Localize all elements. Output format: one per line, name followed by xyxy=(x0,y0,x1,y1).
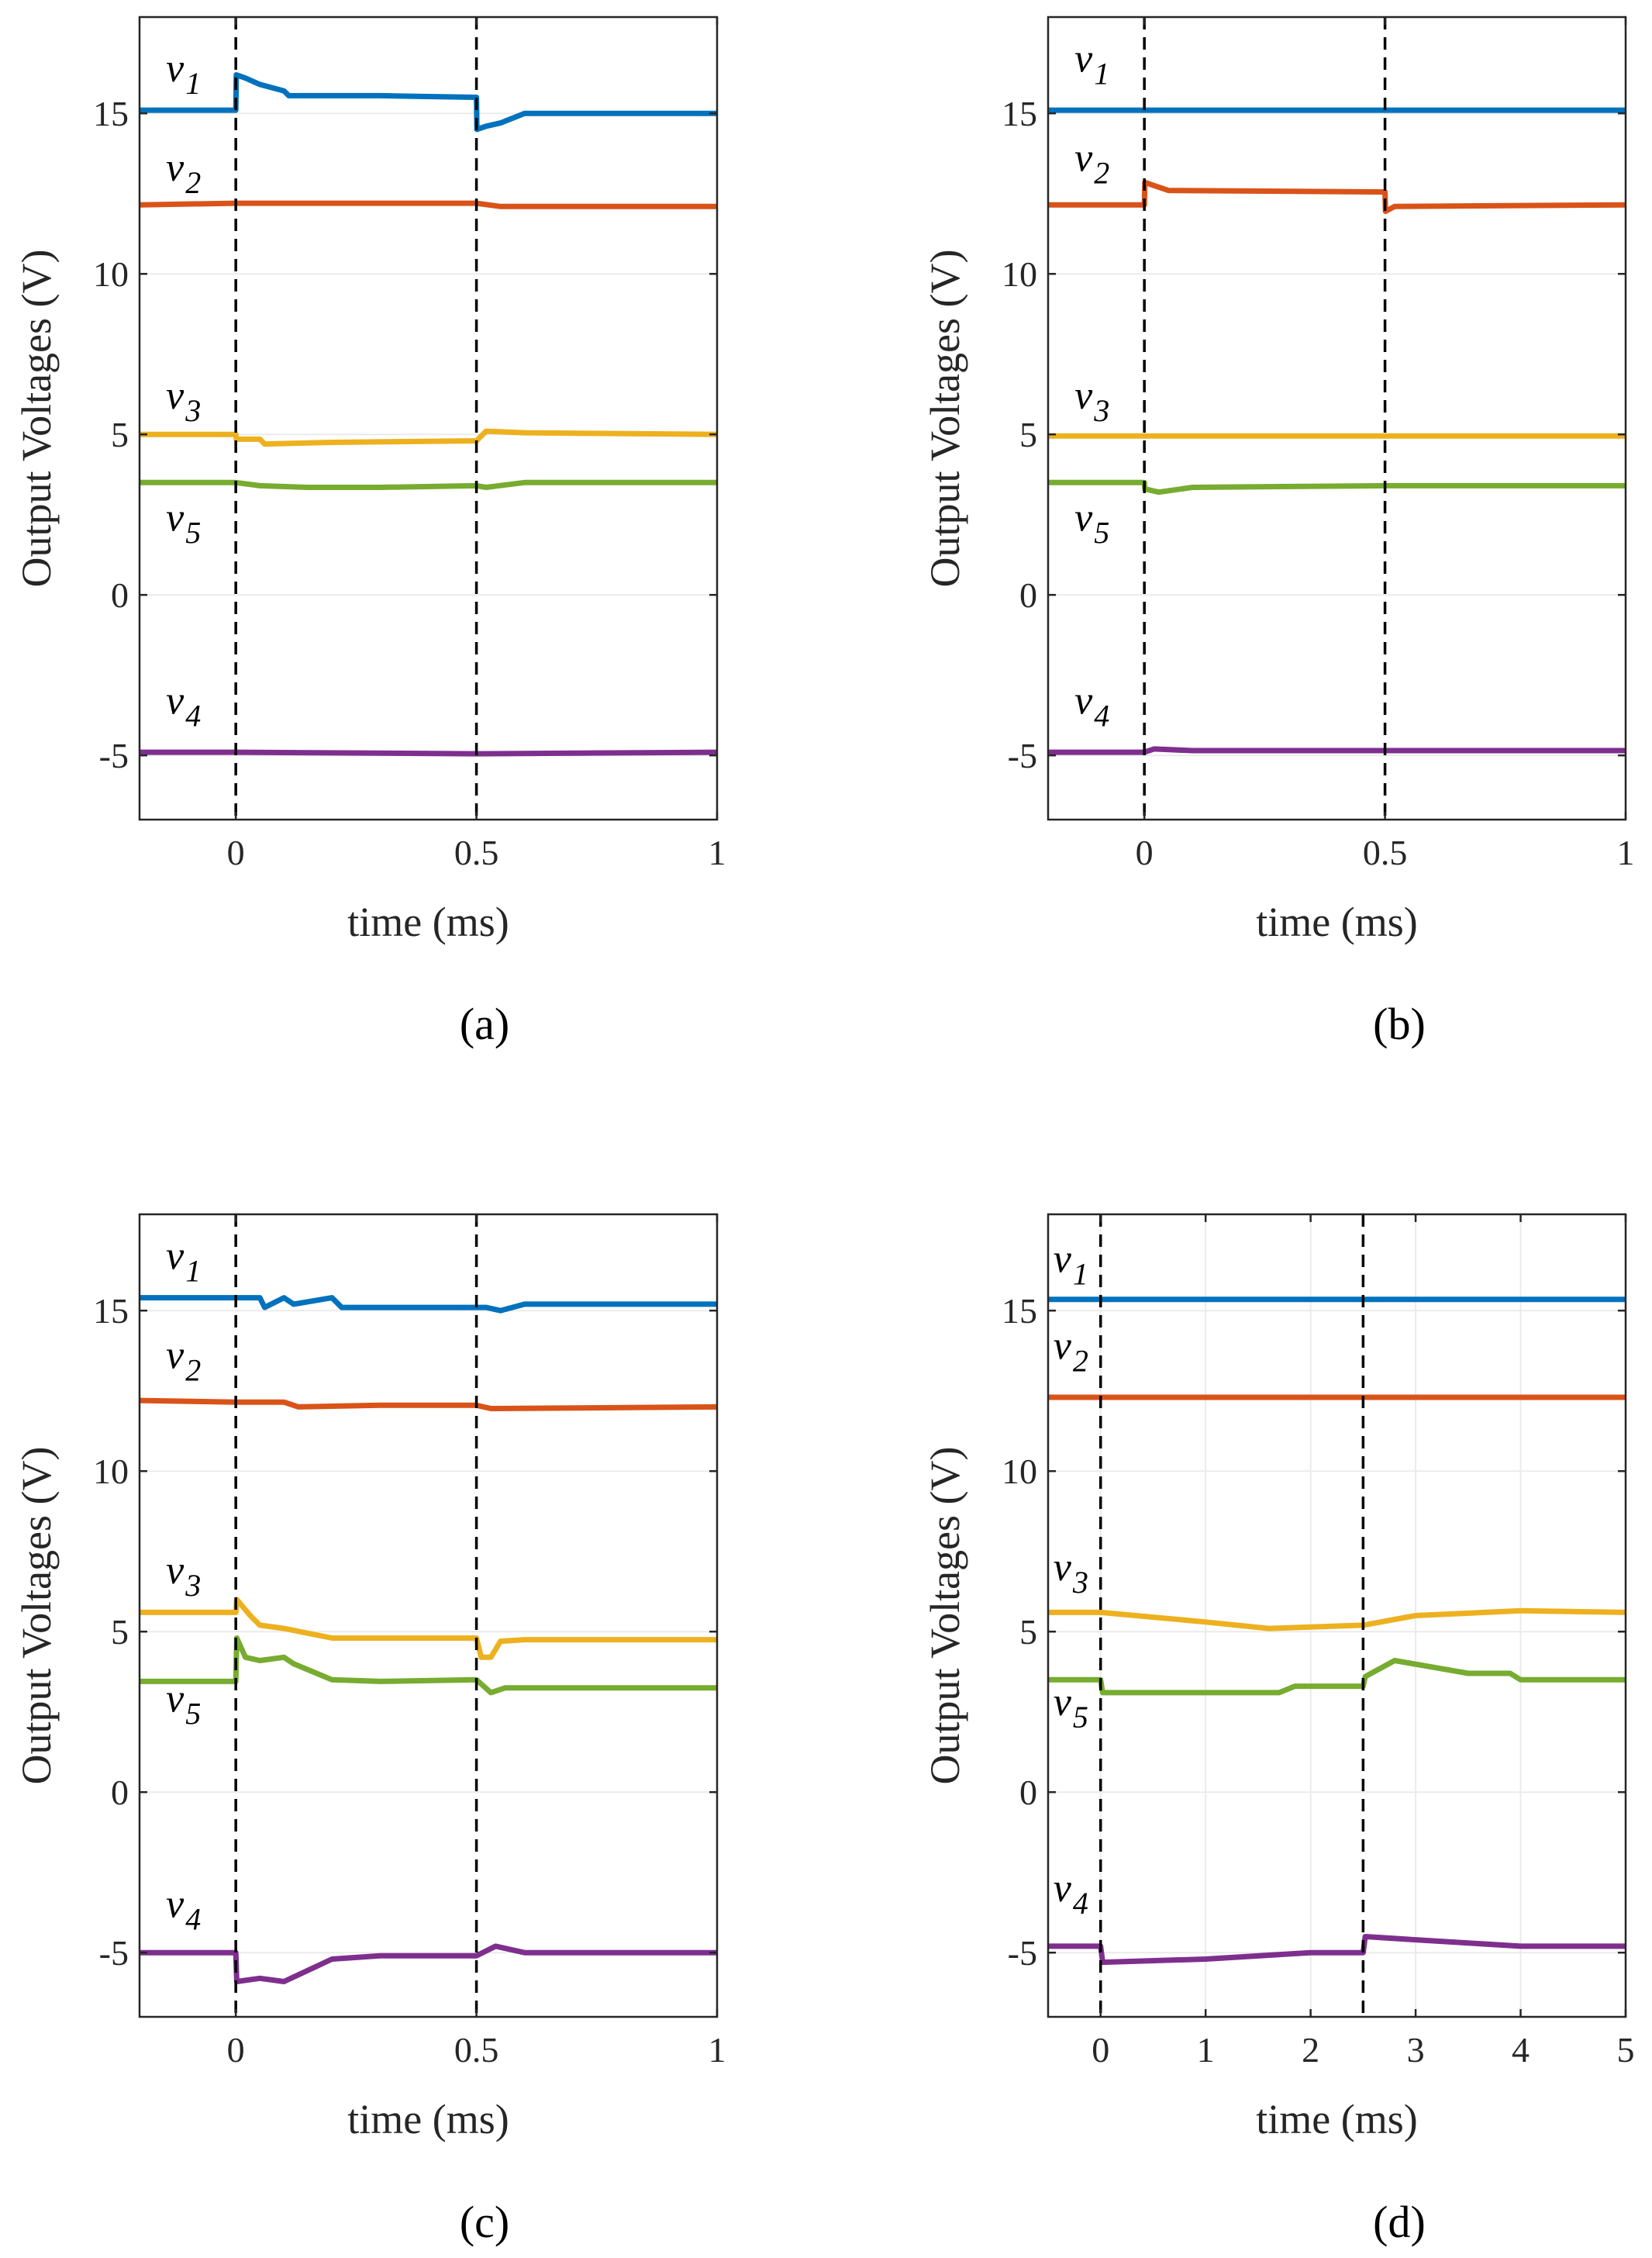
x-tick-label-c-2: 1 xyxy=(709,2030,726,2070)
series-v5-b xyxy=(1048,479,1626,495)
series-v2-a xyxy=(139,200,717,209)
series-annotation-b-0: v1 xyxy=(1074,36,1109,91)
chart-panel-d: -5 0 5 10 15 0 1 2 3 4 5 time (ms) Output Voltages (… xyxy=(922,1213,1635,2247)
x-tick-label-d-4: 4 xyxy=(1512,2030,1530,2070)
series-v4-c xyxy=(140,1943,717,1984)
series-v5-c xyxy=(140,1635,717,1696)
y-tick-label-d-3: 10 xyxy=(1002,1452,1037,1491)
y-tick-label-d-1: 0 xyxy=(1019,1773,1037,1812)
x-tick-label-d-2: 2 xyxy=(1302,2030,1319,2070)
x-tick-label-d-3: 3 xyxy=(1407,2030,1425,2070)
axes-box-c xyxy=(138,1213,719,2018)
x-tick-label-a-1: 0.5 xyxy=(454,833,499,872)
series-annotation-d-2: v3 xyxy=(1054,1545,1088,1600)
y-axis-label-a: Output Voltages (V) xyxy=(13,250,60,588)
panel-caption-c: (c) xyxy=(460,2197,509,2247)
y-tick-label-b-1: 0 xyxy=(1019,575,1037,615)
y-tick-label-c-0: -5 xyxy=(99,1933,129,1973)
series-v2-c xyxy=(139,1397,718,1411)
y-tick-label-c-3: 10 xyxy=(93,1452,129,1491)
y-tick-label-d-2: 5 xyxy=(1019,1612,1037,1652)
series-annotation-d-4: v4 xyxy=(1054,1866,1088,1921)
series-annotation-a-2: v3 xyxy=(166,374,201,428)
series-annotation-a-0: v1 xyxy=(166,47,201,101)
y-tick-label-d-4: 15 xyxy=(1002,1291,1037,1331)
series-annotation-a-4: v4 xyxy=(166,678,201,733)
series-v4-d xyxy=(1048,1934,1626,1966)
series-v5-d xyxy=(1048,1658,1626,1696)
axes-box-a xyxy=(138,16,719,821)
series-annotation-a-1: v2 xyxy=(166,146,201,200)
series-v3-a xyxy=(140,428,718,447)
series-annotation-c-1: v2 xyxy=(166,1334,201,1388)
x-axis-label-b: time (ms) xyxy=(1256,899,1417,945)
axes-box-d xyxy=(1047,1213,1627,2018)
x-tick-label-d-1: 1 xyxy=(1197,2030,1215,2070)
y-axis-label-c: Output Voltages (V) xyxy=(13,1447,60,1785)
x-axis-label-c: time (ms) xyxy=(347,2096,509,2142)
series-v5-a xyxy=(140,479,717,490)
axes-box-b xyxy=(1047,16,1627,821)
y-tick-label-d-0: -5 xyxy=(1008,1933,1037,1973)
x-tick-label-c-1: 0.5 xyxy=(454,2030,499,2070)
x-tick-label-b-1: 0.5 xyxy=(1363,833,1408,872)
x-axis-label-d: time (ms) xyxy=(1256,2096,1417,2142)
series-annotation-b-3: v5 xyxy=(1074,495,1109,550)
series-v4-b xyxy=(1048,746,1626,755)
series-v3-d xyxy=(1048,1607,1626,1631)
x-tick-label-a-2: 1 xyxy=(709,833,726,872)
y-tick-label-a-3: 10 xyxy=(93,254,129,294)
chart-panel-a: -5 0 5 10 15 0 0.5 1 time (ms) Output Voltages (V… xyxy=(13,16,726,1049)
series-v1-a xyxy=(140,72,717,133)
series-v4-a xyxy=(140,749,718,757)
chart-panel-b: -5 0 5 10 15 0 0.5 1 time (ms) Output Voltages (V… xyxy=(922,16,1635,1049)
panel-caption-a: (a) xyxy=(460,999,509,1049)
y-tick-label-c-4: 15 xyxy=(93,1291,129,1331)
series-v2-b xyxy=(1048,179,1626,214)
series-annotation-b-1: v2 xyxy=(1074,136,1109,191)
x-tick-label-d-5: 5 xyxy=(1617,2030,1635,2070)
series-annotation-a-3: v5 xyxy=(166,495,201,550)
y-tick-label-b-4: 15 xyxy=(1002,94,1037,133)
panel-caption-d: (d) xyxy=(1373,2197,1426,2247)
series-annotation-c-4: v4 xyxy=(166,1883,201,1937)
y-tick-label-a-2: 5 xyxy=(111,415,129,454)
series-annotation-c-3: v5 xyxy=(166,1677,201,1731)
y-tick-label-a-4: 15 xyxy=(93,94,129,133)
y-axis-label-b: Output Voltages (V) xyxy=(922,250,968,588)
series-annotation-b-2: v3 xyxy=(1074,374,1109,428)
series-annotation-b-4: v4 xyxy=(1074,678,1109,733)
series-v1-c xyxy=(140,1295,717,1314)
chart-panel-c: -5 0 5 10 15 0 0.5 1 time (ms) Output Voltages (V… xyxy=(13,1213,726,2247)
x-tick-label-b-0: 0 xyxy=(1136,833,1154,872)
y-tick-label-c-1: 0 xyxy=(111,1773,129,1812)
y-tick-label-b-2: 5 xyxy=(1019,415,1037,454)
x-tick-label-b-2: 1 xyxy=(1617,833,1635,872)
y-tick-label-a-0: -5 xyxy=(99,736,129,775)
series-annotation-d-1: v2 xyxy=(1054,1324,1088,1378)
y-tick-label-b-0: -5 xyxy=(1008,736,1037,775)
x-tick-label-a-0: 0 xyxy=(227,833,245,872)
y-tick-label-c-2: 5 xyxy=(111,1612,129,1652)
series-annotation-c-0: v1 xyxy=(166,1234,201,1288)
x-axis-label-a: time (ms) xyxy=(347,899,509,945)
series-annotation-d-0: v1 xyxy=(1054,1238,1088,1292)
y-tick-label-a-1: 0 xyxy=(111,575,129,615)
series-annotation-d-3: v5 xyxy=(1054,1680,1088,1735)
series-v3-c xyxy=(140,1597,717,1660)
x-tick-label-c-0: 0 xyxy=(227,2030,245,2070)
y-axis-label-d: Output Voltages (V) xyxy=(922,1447,968,1785)
y-tick-label-b-3: 10 xyxy=(1002,254,1037,294)
x-tick-label-d-0: 0 xyxy=(1092,2030,1109,2070)
series-annotation-c-2: v3 xyxy=(166,1548,201,1603)
panel-caption-b: (b) xyxy=(1373,999,1426,1049)
